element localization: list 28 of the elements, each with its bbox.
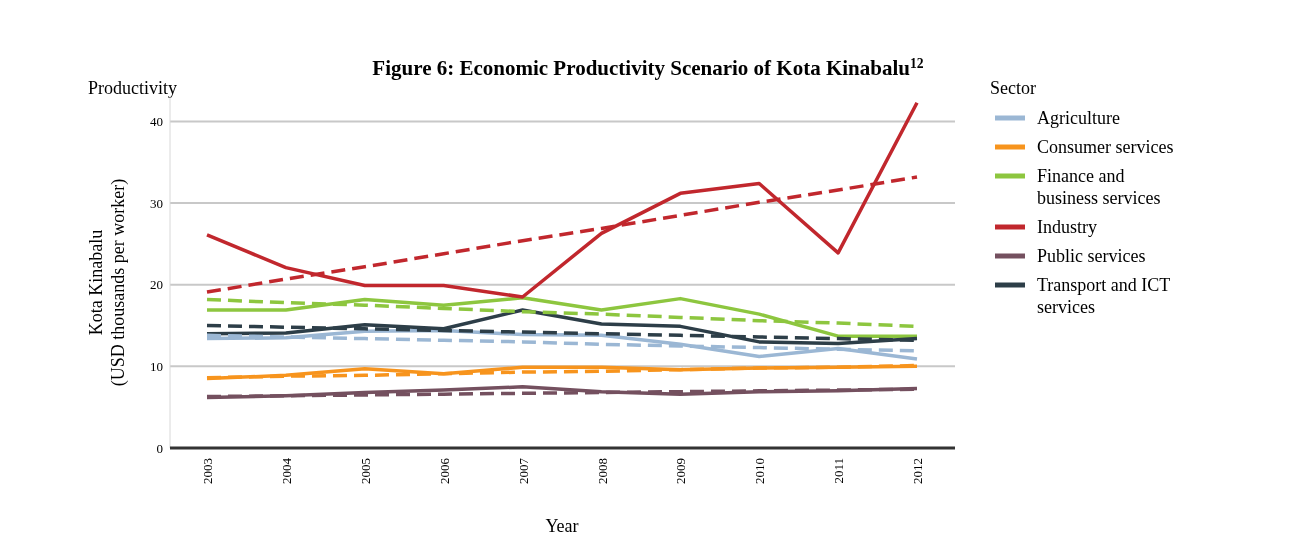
line-series — [205, 296, 919, 338]
x-tick-label: 2012 — [910, 458, 926, 484]
legend-label: Finance and business services — [1037, 166, 1161, 208]
chart-title: Figure 6: Economic Productivity Scenario of Kota Kinabalu$^{12}$ — [372, 55, 924, 80]
legend-label: Agriculture — [1037, 108, 1120, 128]
legend-title: Sector — [990, 78, 1036, 98]
legend-label: Industry — [1037, 217, 1097, 237]
x-tick-label: 2006 — [436, 457, 452, 484]
y-tick-label: 10 — [150, 359, 163, 375]
annotation: Productivity — [88, 78, 177, 98]
x-tick-label: 2010 — [752, 458, 768, 484]
x-tick-label: 2007 — [515, 457, 531, 484]
x-tick-label: 2005 — [357, 458, 373, 484]
x-tick-label: 2004 — [278, 457, 294, 484]
x-axis-title: Year — [545, 516, 579, 536]
x-tick-label: 2003 — [200, 458, 216, 484]
legend-label: Consumer services — [1037, 137, 1174, 157]
line-series — [205, 100, 919, 299]
y-tick-label: 40 — [150, 114, 163, 130]
x-tick-label: 2011 — [831, 458, 847, 484]
x-tick-label: 2008 — [594, 458, 610, 484]
y-tick-label: 0 — [156, 440, 163, 456]
y-tick-label: 30 — [150, 195, 163, 211]
y-tick-label: 20 — [150, 277, 163, 293]
y-axis-title: Kota Kinabalu (USD thousands per worker) — [86, 178, 129, 387]
x-tick-label: 2009 — [673, 458, 689, 484]
legend-label: Transport and ICT services — [1037, 275, 1171, 317]
legend-label: Public services — [1037, 246, 1146, 266]
